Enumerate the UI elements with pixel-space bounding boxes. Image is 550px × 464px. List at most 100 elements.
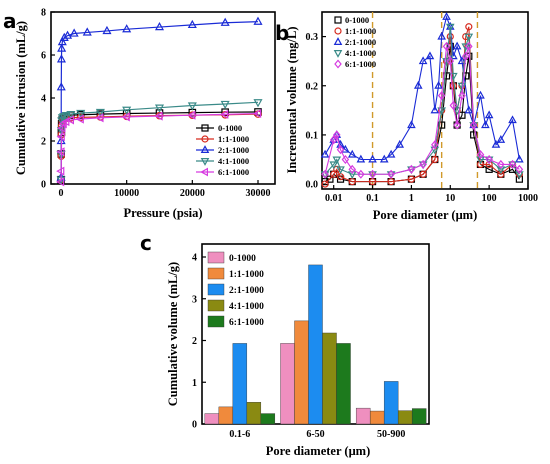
panel-b-legend-label: 6:1-1000 bbox=[345, 59, 376, 69]
panel-a-series-line bbox=[60, 112, 259, 182]
panel-b-data-point bbox=[437, 91, 446, 101]
panel-a-legend-label: 1:1-1000 bbox=[218, 134, 249, 144]
panel-b-data-point bbox=[326, 175, 334, 183]
panel-b-y-axis-label: Incremental volume (mg/L) bbox=[285, 27, 299, 174]
panel-b-legend-marker bbox=[334, 16, 342, 24]
panel-b-data-point bbox=[413, 80, 423, 89]
panel-c-bar bbox=[204, 413, 220, 425]
panel-b-data-point bbox=[418, 56, 428, 65]
panel-b-data-point bbox=[329, 135, 338, 145]
panel-b-data-point bbox=[496, 134, 506, 143]
panel-b-x-axis-label: Pore diameter (μm) bbox=[373, 208, 478, 222]
panel-c-x-tick-label: 50-900 bbox=[377, 429, 405, 440]
panel-label-b: b bbox=[275, 21, 289, 45]
panel-b-data-point bbox=[332, 156, 342, 165]
panel-b-legend-marker bbox=[334, 27, 342, 35]
panel-b-data-point bbox=[330, 170, 338, 178]
panel-a-y-axis-label: Cumulative intrusion (mL/g) bbox=[14, 21, 28, 175]
panel-b-data-point bbox=[425, 51, 435, 60]
panel-a-data-point bbox=[57, 37, 67, 46]
panel-b-data-point bbox=[508, 115, 517, 124]
panel-a-data-point bbox=[63, 30, 73, 39]
panel-b-data-point bbox=[515, 154, 524, 163]
panel-a-x-axis-label: Pressure (psia) bbox=[123, 206, 202, 220]
panel-b-data-point bbox=[379, 154, 389, 163]
panel-b-data-point bbox=[485, 154, 493, 165]
panel-a-data-point bbox=[187, 19, 197, 29]
panel-b-data-point bbox=[320, 149, 330, 158]
panel-label-a: a bbox=[3, 9, 17, 33]
panel-b-legend-label: 1:1-1000 bbox=[345, 26, 376, 36]
panel-c-bar bbox=[383, 381, 399, 425]
panel-a-data-point bbox=[252, 108, 262, 119]
panel-c-x-tick-label: 0.1-6 bbox=[229, 429, 250, 440]
panel-a-data-point bbox=[154, 111, 163, 121]
panel-b-data-point bbox=[347, 171, 357, 180]
panel-b-data-point bbox=[430, 105, 440, 114]
panel-b-data-point bbox=[332, 130, 341, 140]
panel-b-legend-label: 4:1-1000 bbox=[345, 48, 376, 58]
panel-b-data-point bbox=[496, 166, 506, 175]
panel-b-data-point bbox=[484, 110, 494, 119]
panel-a-legend-label: 0-1000 bbox=[218, 123, 242, 133]
panel-c-y-tick-label: 2 bbox=[192, 336, 197, 347]
panel-c-legend-swatch bbox=[207, 251, 225, 264]
panel-a-chart: 0 10000 20000 30000 0 2 4 6 8 0-10001:1-10002:1-… bbox=[14, 8, 276, 220]
panel-b-data-point bbox=[476, 150, 485, 160]
panel-b-data-point bbox=[407, 120, 416, 129]
panel-c-legend-label: 1:1-1000 bbox=[229, 270, 264, 280]
panel-b-data-point bbox=[481, 120, 490, 129]
panel-b-y-tick-label: 0.1 bbox=[306, 130, 319, 141]
panel-b-x-tick-label: 10 bbox=[445, 193, 455, 204]
panel-c-bar bbox=[260, 413, 276, 425]
panel-b-data-point bbox=[485, 165, 493, 173]
panel-c-bar bbox=[308, 264, 323, 425]
panel-b-legend-label: 0-1000 bbox=[345, 15, 369, 25]
panel-b-data-point bbox=[368, 171, 377, 180]
panel-a-data-point bbox=[253, 99, 263, 108]
panel-a-data-point bbox=[76, 109, 86, 119]
panel-b-data-point bbox=[470, 131, 478, 139]
panel-b-data-point bbox=[336, 145, 345, 155]
panel-b-x-tick-label: 0.01 bbox=[325, 193, 343, 204]
panel-a-data-point bbox=[59, 32, 69, 41]
panel-a-legend-label: 4:1-1000 bbox=[218, 156, 249, 166]
panel-b-data-point bbox=[449, 82, 457, 90]
panel-b-data-point bbox=[321, 169, 329, 179]
panel-b-data-point bbox=[329, 161, 339, 170]
panel-b-data-point bbox=[465, 23, 473, 31]
panel-a-data-point bbox=[154, 21, 165, 31]
panel-b-data-point bbox=[465, 41, 473, 51]
panel-c-y-tick-label: 3 bbox=[192, 294, 197, 305]
panel-b-x-tick-label: 0.1 bbox=[366, 193, 379, 204]
panel-b-y-tick-label: 0.3 bbox=[306, 32, 319, 43]
panel-b-data-point bbox=[395, 139, 405, 148]
panel-b-data-point bbox=[453, 120, 461, 130]
panel-b-data-point bbox=[446, 56, 455, 66]
panel-b-legend-marker bbox=[333, 49, 343, 58]
panel-a-data-point bbox=[95, 108, 105, 118]
panel-b-data-point bbox=[407, 164, 416, 174]
panel-b-x-tick-label: 1000 bbox=[518, 193, 538, 204]
panel-b-data-point bbox=[461, 43, 471, 52]
panel-b-data-point bbox=[387, 169, 395, 179]
panel-a-data-point bbox=[220, 109, 229, 119]
panel-a-x-tick-label: 10000 bbox=[114, 188, 139, 199]
panel-b-data-point bbox=[515, 164, 524, 174]
panel-b-data-point bbox=[452, 107, 462, 116]
panel-b-data-point bbox=[332, 130, 342, 138]
panel-a-data-point bbox=[220, 100, 230, 110]
panel-a-x-tick-label: 30000 bbox=[246, 188, 271, 199]
panel-b-data-point bbox=[491, 139, 501, 148]
panel-b-data-point bbox=[386, 171, 396, 180]
panel-b-frame bbox=[321, 11, 529, 190]
panel-a-legend-label: 6:1-1000 bbox=[218, 167, 249, 177]
panel-b-data-point bbox=[476, 156, 485, 165]
panel-c-legend-label: 0-1000 bbox=[229, 254, 256, 264]
panel-b-data-point bbox=[320, 171, 330, 180]
panel-a-data-point bbox=[61, 117, 70, 127]
panel-c-bar bbox=[232, 343, 248, 425]
panel-c-y-tick-label: 0 bbox=[192, 420, 197, 431]
panel-b-data-point bbox=[347, 149, 357, 158]
panel-a-data-point bbox=[55, 177, 65, 187]
